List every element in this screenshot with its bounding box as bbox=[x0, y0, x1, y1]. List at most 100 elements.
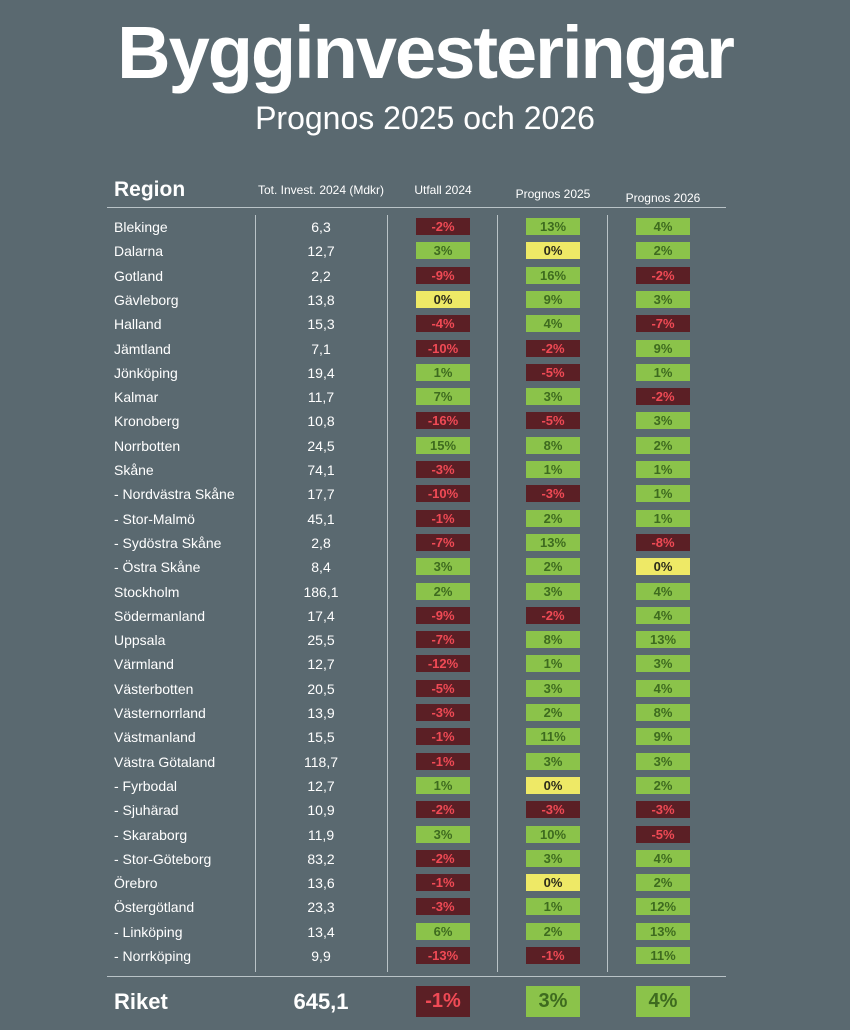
region-name: - Stor-Malmö bbox=[114, 510, 195, 527]
prognos-2026-cell: -3% bbox=[636, 801, 690, 819]
utfall-2024-cell: 2% bbox=[416, 582, 470, 600]
table-row: Jönköping 19,4 1% -5% 1% bbox=[0, 361, 850, 385]
total-prognos-2026-cell: 4% bbox=[636, 986, 690, 1017]
prognos-2026-cell: 4% bbox=[636, 582, 690, 600]
prognos-2025-cell: 0% bbox=[526, 242, 580, 260]
table-row: - Östra Skåne 8,4 3% 2% 0% bbox=[0, 555, 850, 579]
total-investment-value: 45,1 bbox=[307, 510, 335, 527]
prognos-2026-cell: 9% bbox=[636, 728, 690, 746]
utfall-2024-cell: -3% bbox=[416, 461, 470, 478]
prognos-2026-cell: 4% bbox=[636, 849, 690, 867]
prognos-2025-cell: -3% bbox=[526, 485, 580, 503]
table-row: Stockholm 186,1 2% 3% 4% bbox=[0, 580, 850, 604]
prognos-2026-cell: 3% bbox=[636, 752, 690, 770]
prognos-2026-cell: 4% bbox=[636, 218, 690, 235]
column-divider bbox=[607, 215, 608, 972]
region-name: Örebro bbox=[114, 875, 158, 892]
prognos-2025-cell: 2% bbox=[526, 558, 580, 576]
prognos-2025-cell: -5% bbox=[526, 363, 580, 381]
total-row-label: Riket bbox=[114, 989, 168, 1014]
region-name: - Skaraborg bbox=[114, 826, 188, 843]
utfall-2024-cell: 3% bbox=[416, 242, 470, 260]
prognos-2025-cell: 0% bbox=[526, 776, 580, 794]
utfall-2024-cell: 6% bbox=[416, 922, 470, 940]
total-investment-value: 15,3 bbox=[307, 316, 335, 333]
region-name: Västmanland bbox=[114, 729, 196, 746]
total-investment-value: 11,7 bbox=[307, 389, 335, 406]
utfall-2024-cell: -1% bbox=[416, 874, 470, 892]
table-row: - Skaraborg 11,9 3% 10% -5% bbox=[0, 823, 850, 847]
prognos-2025-cell: 1% bbox=[526, 898, 580, 916]
total-investment-value: 8,4 bbox=[311, 559, 331, 576]
prognos-2025-cell: 3% bbox=[526, 679, 580, 697]
total-investment-value: 20,5 bbox=[307, 680, 335, 697]
total-divider bbox=[107, 976, 726, 977]
prognos-2026-cell: 12% bbox=[636, 898, 690, 916]
region-name: Jämtland bbox=[114, 340, 171, 357]
total-investment-value: 25,5 bbox=[307, 632, 335, 649]
prognos-2026-cell: 13% bbox=[636, 631, 690, 649]
utfall-2024-cell: -7% bbox=[416, 631, 470, 649]
utfall-2024-cell: -2% bbox=[416, 218, 470, 235]
prognos-2025-cell: 13% bbox=[526, 218, 580, 235]
total-utfall-2024-cell: -1% bbox=[416, 986, 470, 1017]
prognos-2025-cell: 1% bbox=[526, 655, 580, 673]
region-name: Kronoberg bbox=[114, 413, 180, 430]
region-name: Skåne bbox=[114, 462, 154, 478]
prognos-2025-cell: 2% bbox=[526, 509, 580, 527]
column-header-utfall-2024: Utfall 2024 bbox=[414, 183, 472, 197]
prognos-2026-cell: 1% bbox=[636, 363, 690, 381]
prognos-2026-cell: 3% bbox=[636, 412, 690, 430]
region-name: Blekinge bbox=[114, 219, 168, 235]
total-investment-value: 13,8 bbox=[307, 291, 335, 308]
utfall-2024-cell: -9% bbox=[416, 266, 470, 284]
total-investment-value: 118,7 bbox=[304, 753, 338, 770]
prognos-2026-cell: 4% bbox=[636, 679, 690, 697]
total-investment-value: 24,5 bbox=[307, 437, 335, 454]
prognos-2026-cell: 3% bbox=[636, 290, 690, 308]
utfall-2024-cell: -12% bbox=[416, 655, 470, 673]
region-name: Jönköping bbox=[114, 364, 178, 381]
total-investment-value: 7,1 bbox=[311, 340, 331, 357]
total-investment-value: 83,2 bbox=[307, 850, 335, 867]
region-name: Västerbotten bbox=[114, 680, 194, 697]
table-row: Kronoberg 10,8 -16% -5% 3% bbox=[0, 409, 850, 433]
total-investment-value: 17,7 bbox=[307, 486, 335, 503]
table-row: Södermanland 17,4 -9% -2% 4% bbox=[0, 604, 850, 628]
utfall-2024-cell: -3% bbox=[416, 704, 470, 721]
prognos-2026-cell: 1% bbox=[636, 509, 690, 527]
total-investment-value: 12,7 bbox=[307, 243, 335, 260]
prognos-2025-cell: 10% bbox=[526, 825, 580, 843]
prognos-2025-cell: 8% bbox=[526, 436, 580, 454]
prognos-2026-cell: 2% bbox=[636, 776, 690, 794]
total-investment-value: 2,2 bbox=[311, 267, 331, 284]
total-investment-value: 23,3 bbox=[307, 899, 335, 916]
region-name: Västra Götaland bbox=[114, 753, 216, 770]
region-name: Södermanland bbox=[114, 607, 206, 624]
total-investment-value: 15,5 bbox=[307, 729, 335, 746]
region-name: Stockholm bbox=[114, 583, 180, 600]
table-row: Dalarna 12,7 3% 0% 2% bbox=[0, 239, 850, 263]
utfall-2024-cell: -5% bbox=[416, 679, 470, 697]
table-row: Kalmar 11,7 7% 3% -2% bbox=[0, 385, 850, 409]
utfall-2024-cell: -2% bbox=[416, 849, 470, 867]
prognos-2025-cell: 3% bbox=[526, 388, 580, 406]
total-investment-value: 6,3 bbox=[311, 219, 331, 235]
table-row: Norrbotten 24,5 15% 8% 2% bbox=[0, 434, 850, 458]
page-title: Bygginvesteringar bbox=[117, 11, 735, 94]
table-row: - Fyrbodal 12,7 1% 0% 2% bbox=[0, 774, 850, 798]
utfall-2024-cell: -1% bbox=[416, 752, 470, 770]
prognos-2025-cell: 3% bbox=[526, 582, 580, 600]
total-investment-value: 11,9 bbox=[307, 826, 335, 843]
region-name: - Stor-Göteborg bbox=[114, 850, 212, 867]
prognos-2025-cell: 8% bbox=[526, 631, 580, 649]
page-subtitle: Prognos 2025 och 2026 bbox=[255, 100, 595, 136]
table-row: Uppsala 25,5 -7% 8% 13% bbox=[0, 628, 850, 652]
prognos-2026-cell: -2% bbox=[636, 266, 690, 284]
region-name: Norrbotten bbox=[114, 437, 181, 454]
region-name: Gävleborg bbox=[114, 291, 179, 308]
column-divider bbox=[255, 215, 256, 972]
total-investment-value: 9,9 bbox=[311, 948, 331, 964]
prognos-2025-cell: 11% bbox=[526, 728, 580, 746]
table-row: Gotland 2,2 -9% 16% -2% bbox=[0, 264, 850, 288]
